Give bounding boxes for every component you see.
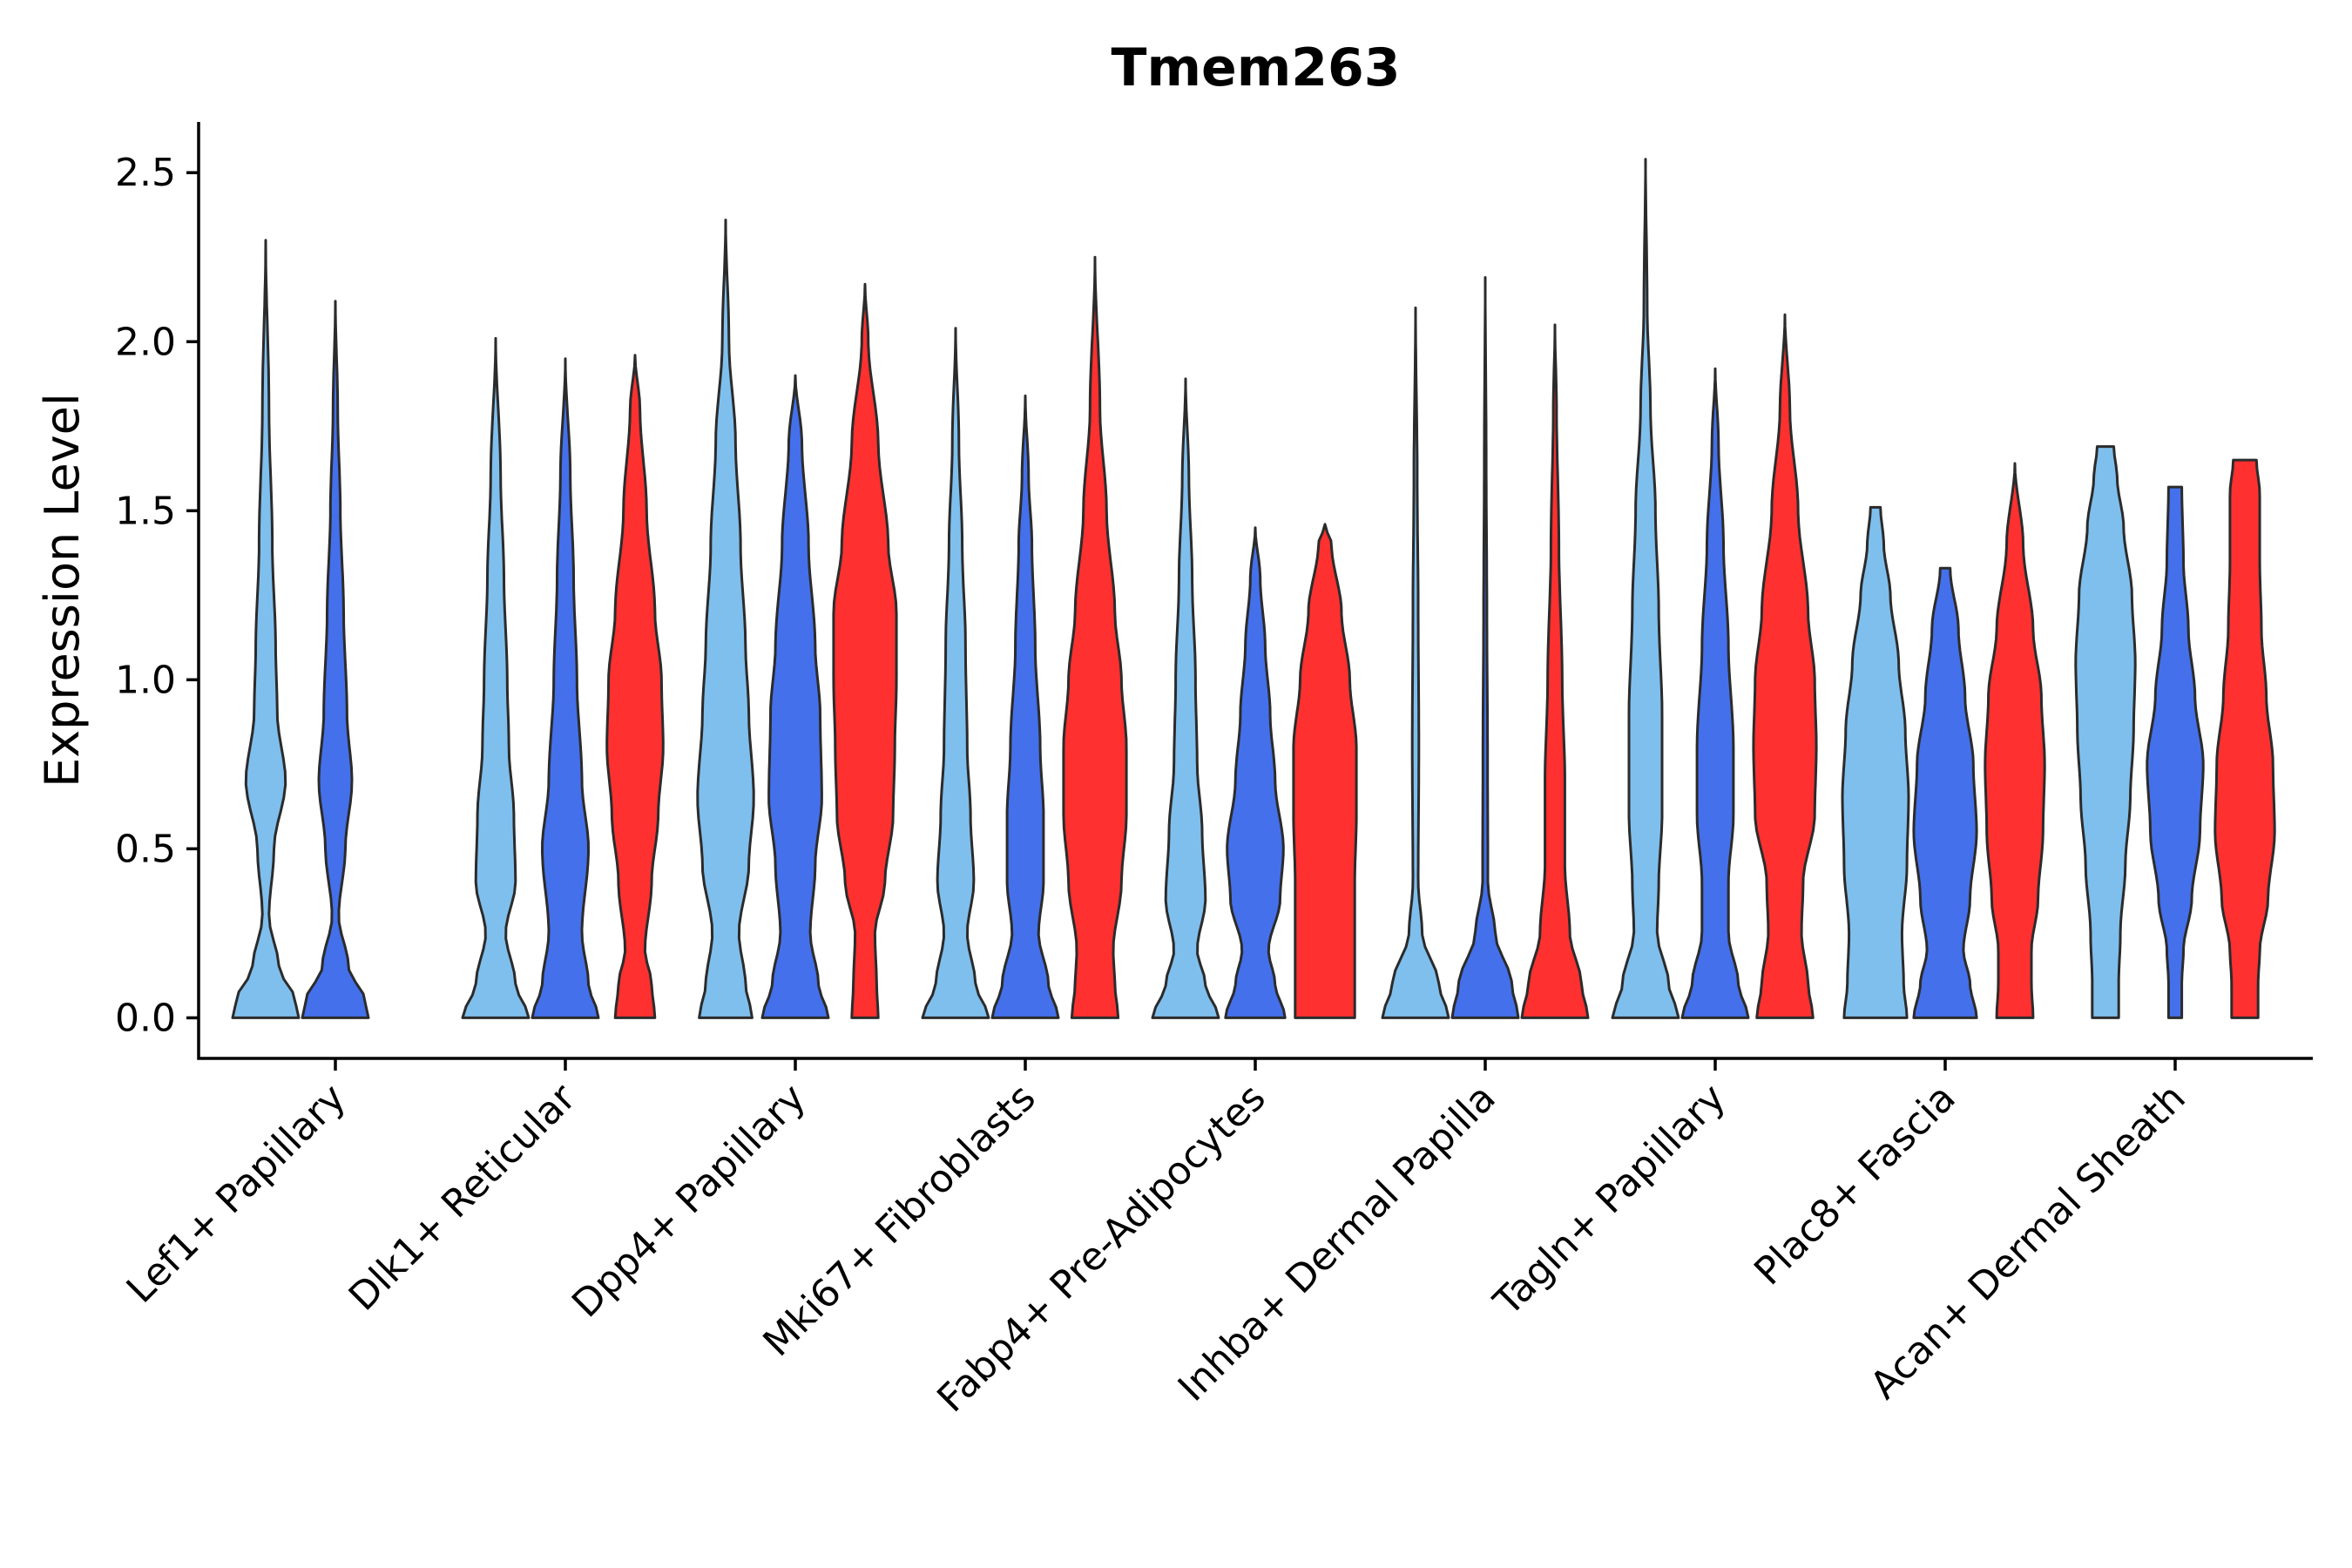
violin-group-1-cat-5 xyxy=(1381,306,1450,1019)
violin-group-2-cat-3 xyxy=(990,394,1060,1019)
violin-group-3-cat-3 xyxy=(1062,255,1128,1019)
violin-group-1-cat-4 xyxy=(1151,377,1220,1019)
violin-group-3-cat-4 xyxy=(1292,523,1358,1019)
y-axis-ticks: 0.0 0.5 1.0 1.5 2.0 2.5 xyxy=(115,151,199,1040)
chart-title: Tmem263 xyxy=(1112,37,1401,98)
x-category-label: Tagln+ Papillary xyxy=(1485,1076,1734,1325)
violin-group-1-cat-3 xyxy=(921,327,990,1019)
x-category-label: Dpp4+ Papillary xyxy=(564,1076,814,1327)
violin-group-2-cat-8 xyxy=(2146,485,2205,1019)
violin-group-3-cat-6 xyxy=(1752,313,1818,1019)
violin-group-2-cat-2 xyxy=(760,374,830,1019)
y-axis-label: Expression Level xyxy=(35,393,90,787)
violin-group-2-cat-1 xyxy=(531,357,600,1019)
violin-group-3-cat-7 xyxy=(1984,462,2046,1019)
y-tick-label: 0.0 xyxy=(115,996,176,1040)
x-category-label: Lef1+ Papillary xyxy=(118,1076,355,1312)
y-tick-label: 0.5 xyxy=(115,827,176,871)
violin-group-2-cat-7 xyxy=(1912,566,1978,1019)
y-tick-label: 1.0 xyxy=(115,658,176,702)
violin-group-2-cat-5 xyxy=(1450,276,1520,1019)
y-tick-label: 2.0 xyxy=(115,320,176,364)
violin-group-1-cat-7 xyxy=(1841,505,1910,1019)
violin-group-1-cat-6 xyxy=(1611,158,1680,1019)
violin-group-1-cat-1 xyxy=(461,336,531,1019)
violin-group-1-cat-2 xyxy=(696,219,755,1019)
x-category-label: Plac8+ Fascia xyxy=(1746,1076,1964,1294)
violin-group-3-cat-1 xyxy=(605,354,665,1019)
violin-group-3-cat-5 xyxy=(1520,323,1590,1019)
violin-group-3-cat-2 xyxy=(832,282,898,1019)
violin-group-3-cat-8 xyxy=(2213,458,2276,1019)
violin-layer xyxy=(231,158,2276,1019)
y-tick-label: 2.5 xyxy=(115,151,176,195)
violin-group-1-cat-8 xyxy=(2074,445,2137,1019)
violin-group-2-cat-4 xyxy=(1224,526,1287,1019)
axes-lines xyxy=(197,122,2313,1060)
x-category-label: Dlk1+ Reticular xyxy=(341,1075,585,1320)
y-tick-label: 1.5 xyxy=(115,489,176,533)
violin-group-1-cat-0 xyxy=(231,239,301,1019)
violin-group-2-cat-6 xyxy=(1680,367,1750,1019)
violin-group-2-cat-0 xyxy=(301,300,370,1019)
